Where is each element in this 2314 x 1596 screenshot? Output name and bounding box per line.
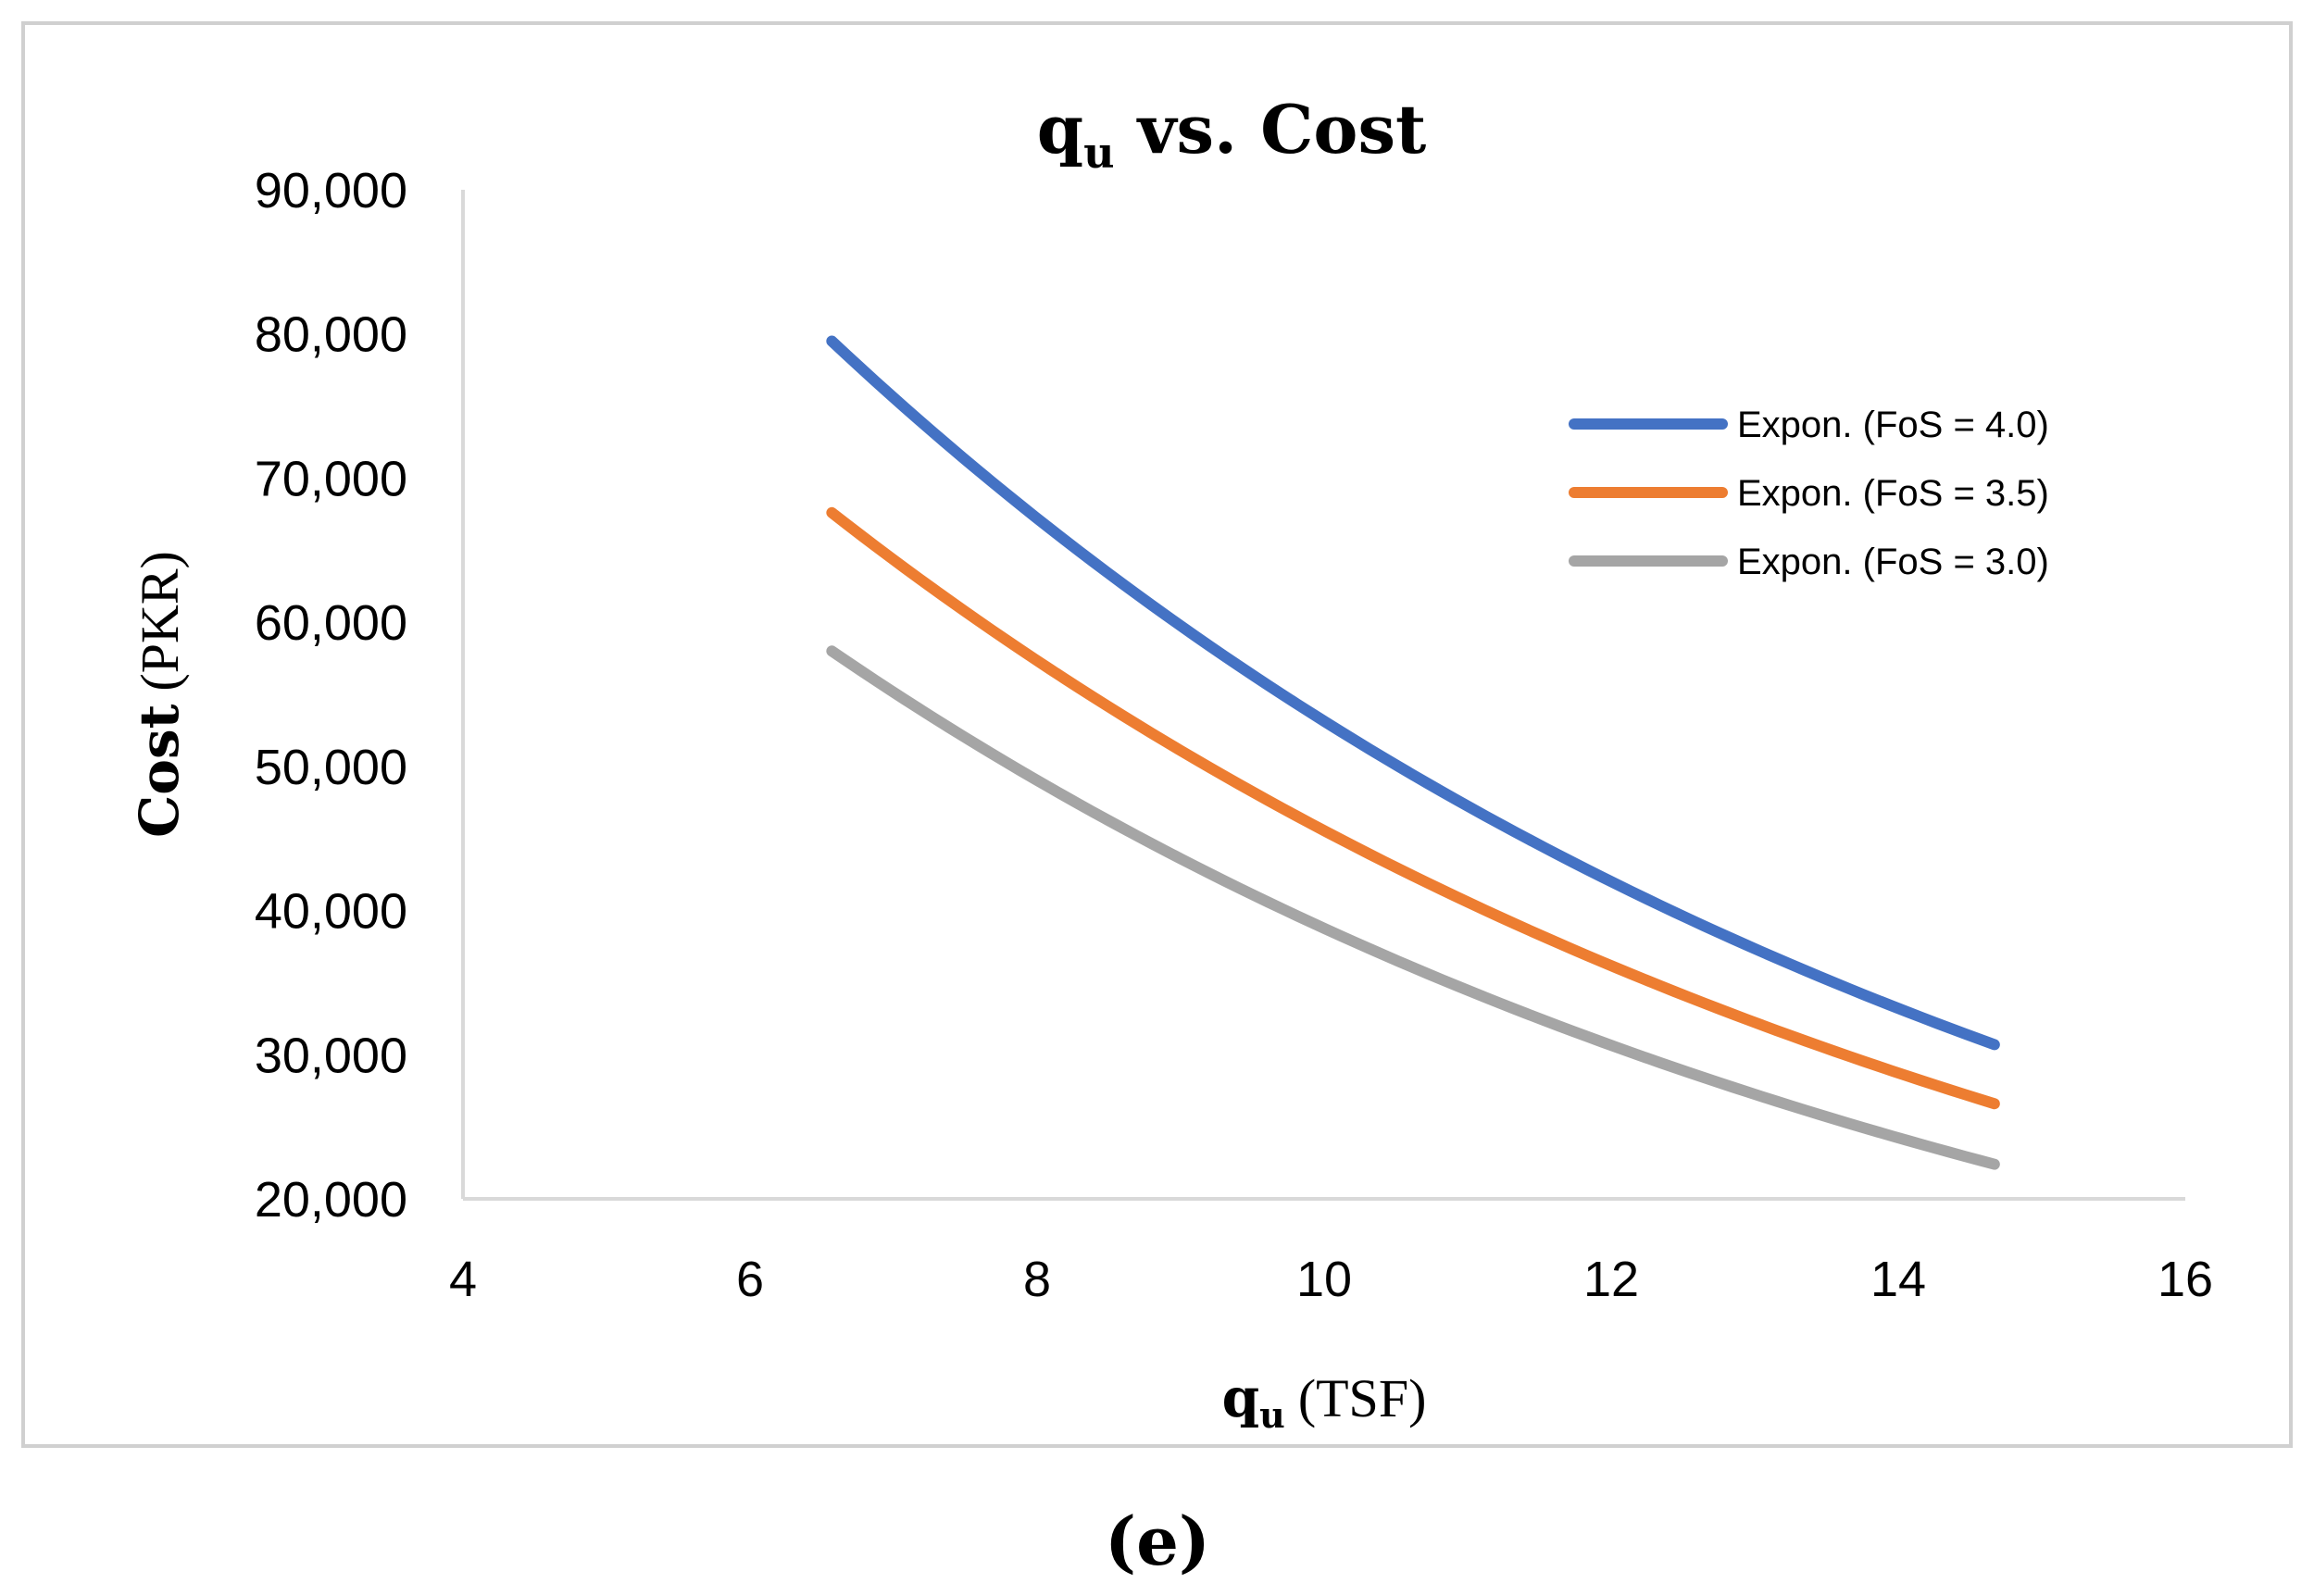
x-tick-label: 12	[1583, 1252, 1639, 1307]
y-axis-title-main: Cost	[128, 704, 191, 838]
y-tick-label: 90,000	[255, 163, 407, 218]
y-axis-title-unit: (PKR)	[130, 551, 190, 691]
x-tick-label: 14	[1870, 1252, 1926, 1307]
series-line	[826, 506, 2000, 1110]
x-axis-title-unit: (TSF)	[1298, 1368, 1427, 1428]
y-tick-label: 50,000	[255, 740, 407, 795]
x-axis-title-main: q	[1222, 1366, 1260, 1429]
x-tick-labels: 4 6 8 10 12 14 16	[449, 1252, 2213, 1307]
chart-title-rest: vs. Cost	[1115, 90, 1427, 168]
chart-title-main: q	[1037, 90, 1083, 168]
x-axis-title: qu (TSF)	[1222, 1366, 1427, 1436]
x-axis-title-subscript: u	[1259, 1394, 1285, 1436]
legend-label: Expon. (FoS = 3.5)	[1737, 473, 2049, 514]
x-tick-label: 10	[1296, 1252, 1352, 1307]
chart-title: qu vs. Cost	[1037, 90, 1427, 178]
y-tick-labels: 20,000 30,000 40,000 50,000 60,000 70,000 80,0…	[255, 163, 407, 1228]
y-tick-label: 60,000	[255, 595, 407, 651]
y-tick-label: 20,000	[255, 1172, 407, 1228]
y-axis-title: Cost (PKR)	[128, 551, 191, 838]
x-tick-label: 8	[1023, 1252, 1051, 1307]
y-tick-label: 40,000	[255, 884, 407, 940]
legend-label: Expon. (FoS = 4.0)	[1737, 405, 2049, 445]
x-tick-label: 4	[449, 1252, 477, 1307]
legend-label: Expon. (FoS = 3.0)	[1737, 542, 2049, 582]
y-tick-label: 70,000	[255, 451, 407, 506]
series-lines	[826, 335, 2000, 1170]
legend: Expon. (FoS = 4.0) Expon. (FoS = 3.5) Expo…	[1569, 405, 2049, 582]
y-tick-label: 30,000	[255, 1028, 407, 1083]
chart-title-subscript: u	[1083, 128, 1114, 178]
x-tick-label: 6	[736, 1252, 764, 1307]
series-line	[826, 645, 2000, 1170]
x-tick-label: 16	[2158, 1252, 2213, 1307]
y-tick-label: 80,000	[255, 307, 407, 363]
figure-caption: (e)	[1105, 1502, 1210, 1580]
series-line	[826, 335, 2000, 1051]
